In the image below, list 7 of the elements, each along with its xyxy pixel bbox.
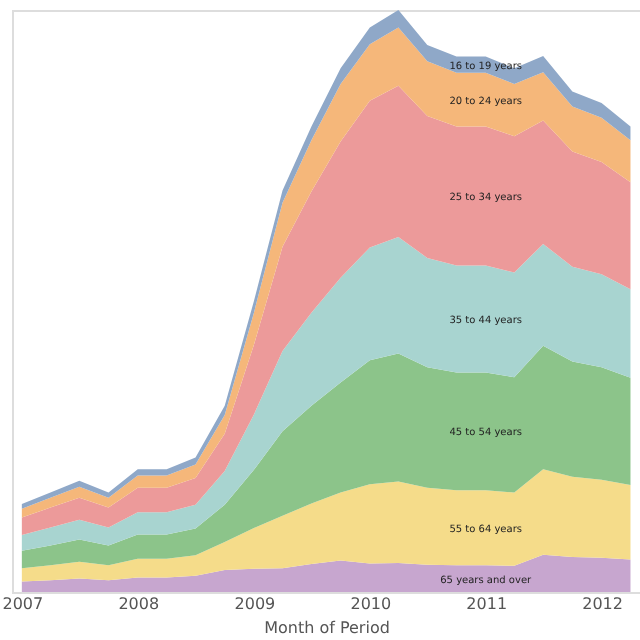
x-axis-title: Month of Period: [264, 619, 390, 637]
x-tick-label: 2010: [350, 595, 392, 613]
x-tick-label: 2011: [466, 595, 508, 613]
x-tick-label: 2012: [582, 595, 623, 613]
x-tick-label: 2007: [2, 595, 44, 613]
x-tick-label: 2009: [234, 595, 276, 613]
x-tick-label: 2008: [118, 595, 160, 613]
